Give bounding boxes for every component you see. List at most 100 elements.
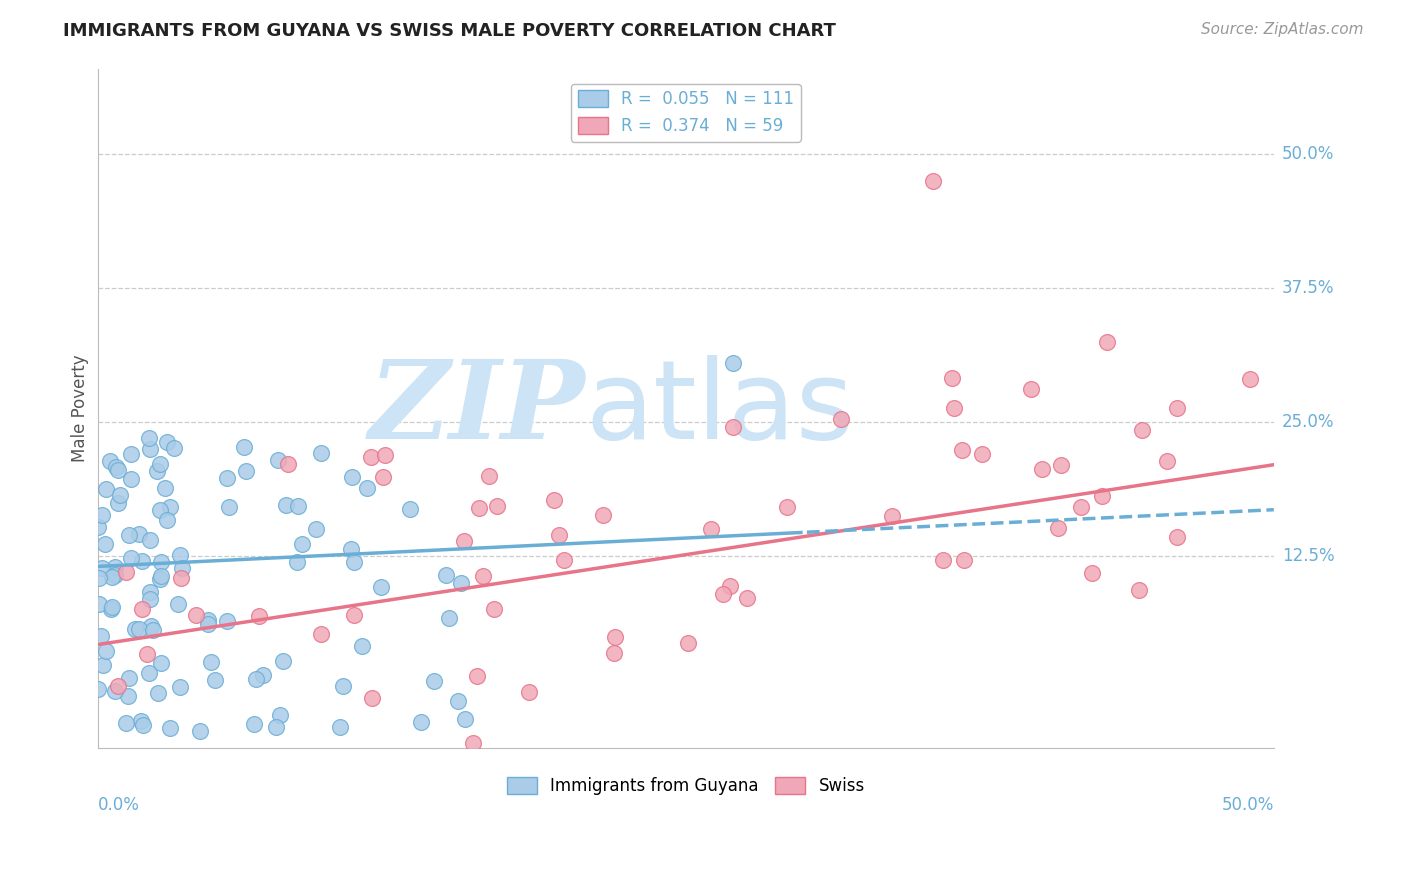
Point [1128,583,1150,598]
Point [453,534,475,549]
Point [350,639,373,653]
Point [107,463,129,477]
Point [218,500,240,514]
Point [215,614,238,628]
Point [156,435,179,450]
Point [423,674,446,689]
Point [243,717,266,731]
Point [472,569,495,583]
Point [361,691,384,706]
Point [138,585,160,599]
Point [721,356,744,370]
Point [233,440,256,454]
Point [399,502,422,516]
Point [1091,489,1114,503]
Point [245,672,267,686]
Point [718,579,741,593]
Point [150,657,173,671]
Point [461,736,484,750]
Point [200,655,222,669]
Point [170,570,193,584]
Point [87,681,110,696]
Point [235,464,257,478]
Point [271,654,294,668]
Text: atlas: atlas [586,355,855,462]
Point [98,454,121,468]
Point [1097,335,1119,350]
Point [605,630,627,644]
Point [1166,530,1188,544]
Point [104,559,127,574]
Point [117,689,139,703]
Point [972,447,994,461]
Point [169,549,191,563]
Point [117,528,139,542]
Point [882,508,904,523]
Point [340,542,363,557]
Point [149,457,172,471]
Point [942,401,965,416]
Point [104,568,127,582]
Point [146,464,169,478]
Point [150,569,173,583]
Point [264,720,287,734]
Point [169,680,191,694]
Point [149,572,172,586]
Point [343,608,366,623]
Point [247,609,270,624]
Point [276,499,298,513]
Point [128,527,150,541]
Point [114,716,136,731]
Point [277,457,299,471]
Point [104,684,127,698]
Point [1050,458,1073,473]
Point [90,508,112,522]
Text: 37.5%: 37.5% [1282,279,1334,297]
Point [285,555,308,569]
Point [267,452,290,467]
Point [329,720,352,734]
Point [197,616,219,631]
Point [87,597,110,611]
Point [136,647,159,661]
Point [370,580,392,594]
Point [89,571,111,585]
Point [107,496,129,510]
Point [204,673,226,688]
Legend: R =  0.055   N = 111, R =  0.374   N = 59: R = 0.055 N = 111, R = 0.374 N = 59 [571,84,800,142]
Point [941,370,963,384]
Point [291,537,314,551]
Point [1166,401,1188,416]
Point [1019,382,1042,396]
Text: 50.0%: 50.0% [1282,145,1334,163]
Point [678,636,700,650]
Point [149,555,172,569]
Point [437,611,460,625]
Point [356,481,378,495]
Point [115,565,138,579]
Point [100,602,122,616]
Point [149,502,172,516]
Point [163,441,186,455]
Point [931,553,953,567]
Point [131,602,153,616]
Point [553,552,575,566]
Text: 12.5%: 12.5% [1282,547,1334,565]
Point [153,481,176,495]
Point [120,551,142,566]
Point [952,553,974,567]
Point [1047,521,1070,535]
Point [120,472,142,486]
Point [94,483,117,497]
Point [434,567,457,582]
Point [373,470,395,484]
Point [94,644,117,658]
Point [343,555,366,569]
Point [184,607,207,622]
Text: IMMIGRANTS FROM GUYANA VS SWISS MALE POVERTY CORRELATION CHART: IMMIGRANTS FROM GUYANA VS SWISS MALE POV… [63,22,837,40]
Point [101,570,124,584]
Point [129,714,152,728]
Point [120,447,142,461]
Point [1156,454,1178,468]
Point [592,508,614,522]
